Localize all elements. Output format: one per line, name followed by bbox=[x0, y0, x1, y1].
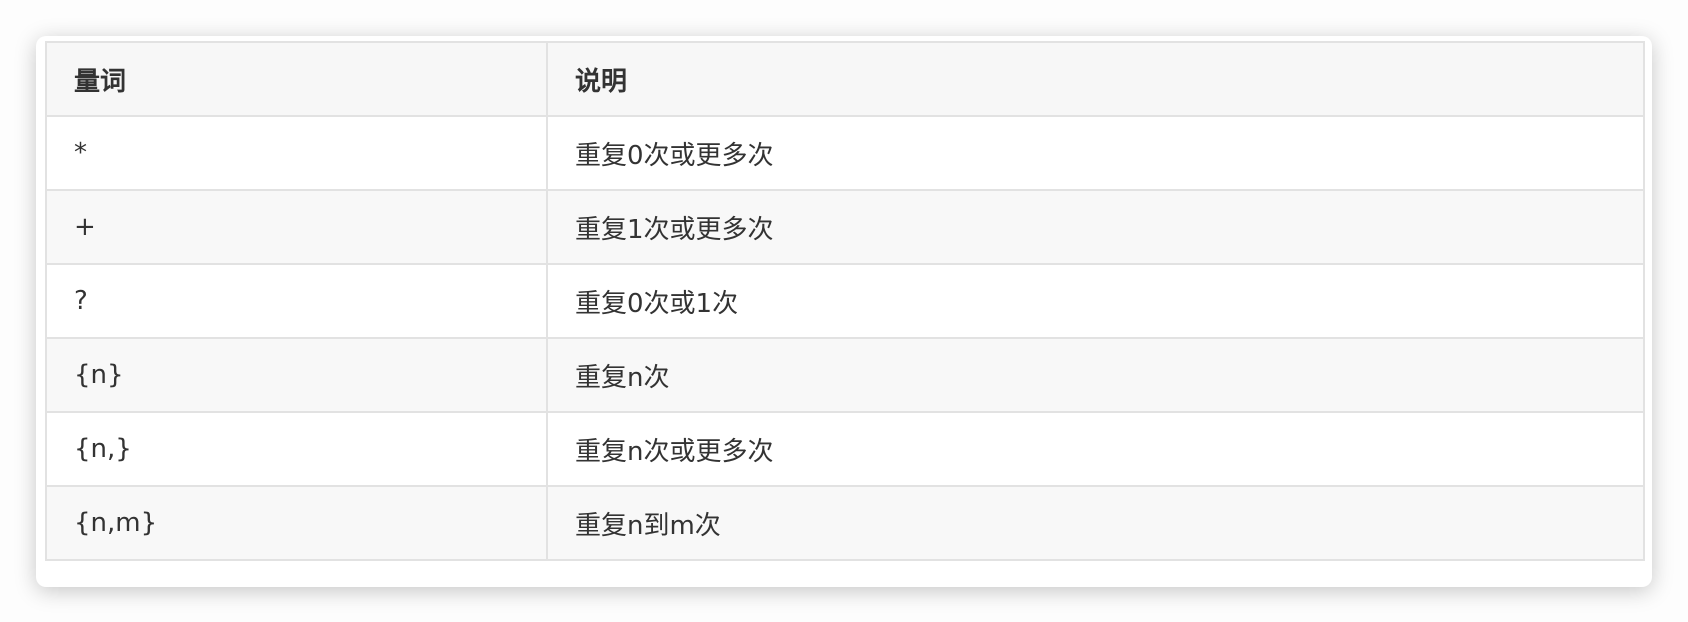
table-header-row: 量词 说明 bbox=[45, 41, 1645, 117]
quantifier-cell: * bbox=[45, 115, 548, 191]
table-row: + 重复1次或更多次 bbox=[45, 189, 1645, 265]
table-row: ? 重复0次或1次 bbox=[45, 263, 1645, 339]
table-row: {n,m} 重复n到m次 bbox=[45, 485, 1645, 561]
description-cell: 重复n次或更多次 bbox=[546, 411, 1645, 487]
quantifier-cell: + bbox=[45, 189, 548, 265]
quantifier-table: 量词 说明 * 重复0次或更多次 + 重复1次或更多次 ? 重复0次或1次 {n… bbox=[45, 41, 1645, 561]
table-row: {n,} 重复n次或更多次 bbox=[45, 411, 1645, 487]
quantifier-cell: {n,} bbox=[45, 411, 548, 487]
header-quantifier: 量词 bbox=[45, 41, 548, 117]
quantifier-cell: {n,m} bbox=[45, 485, 548, 561]
description-cell: 重复n次 bbox=[546, 337, 1645, 413]
table-row: {n} 重复n次 bbox=[45, 337, 1645, 413]
description-cell: 重复1次或更多次 bbox=[546, 189, 1645, 265]
header-description: 说明 bbox=[546, 41, 1645, 117]
quantifier-cell: {n} bbox=[45, 337, 548, 413]
table-card: 量词 说明 * 重复0次或更多次 + 重复1次或更多次 ? 重复0次或1次 {n… bbox=[36, 36, 1652, 587]
quantifier-cell: ? bbox=[45, 263, 548, 339]
description-cell: 重复n到m次 bbox=[546, 485, 1645, 561]
description-cell: 重复0次或1次 bbox=[546, 263, 1645, 339]
description-cell: 重复0次或更多次 bbox=[546, 115, 1645, 191]
table-row: * 重复0次或更多次 bbox=[45, 115, 1645, 191]
